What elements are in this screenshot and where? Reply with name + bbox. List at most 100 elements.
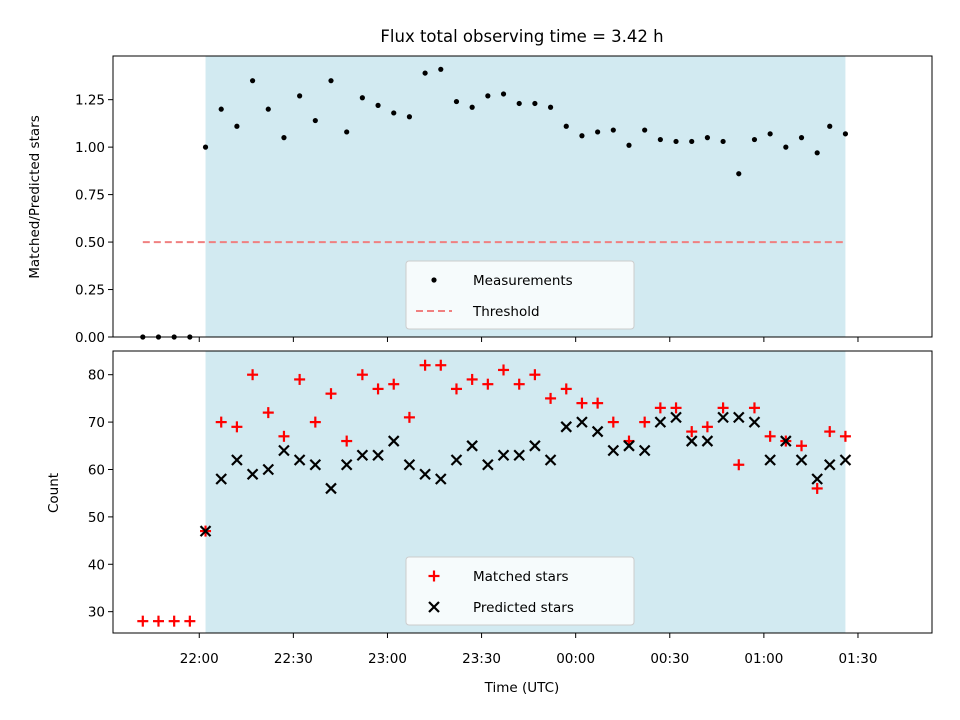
matched-star-point — [450, 383, 462, 395]
predicted-star-point — [435, 473, 447, 485]
measurement-point — [563, 123, 569, 129]
measurement-point — [783, 144, 789, 150]
measurement-point — [265, 106, 271, 112]
x-tick-label: 00:00 — [556, 651, 595, 667]
measurement-point — [579, 133, 585, 139]
x-tick-label: 22:30 — [274, 651, 313, 667]
measurement-point — [202, 144, 209, 150]
matched-star-point — [152, 615, 164, 627]
x-tick-label: 22:00 — [180, 651, 219, 667]
measurement-point — [375, 102, 381, 108]
matched-star-point — [215, 416, 227, 428]
y-tick-label: 70 — [88, 415, 105, 431]
legend-label: Predicted stars — [473, 600, 574, 616]
x-tick-label: 00:30 — [650, 651, 689, 667]
legend-box — [405, 556, 635, 626]
measurement-point — [704, 135, 711, 141]
predicted-star-point — [356, 449, 369, 462]
measurement-point — [469, 104, 475, 110]
y-tick-label: 1.00 — [75, 140, 105, 156]
measurement-point — [297, 93, 303, 99]
matched-star-point — [419, 359, 431, 371]
matched-star-point — [137, 615, 149, 627]
predicted-star-point — [654, 416, 667, 428]
y-tick-label: 80 — [88, 368, 105, 384]
x-tick-label: 01:30 — [839, 651, 878, 667]
predicted-star-point — [591, 425, 604, 438]
predicted-star-point — [544, 454, 557, 466]
measurement-point — [218, 106, 224, 112]
plot-frame — [112, 55, 933, 338]
predicted-star-point — [466, 440, 478, 452]
predicted-star-point — [685, 435, 698, 447]
predicted-star-point — [748, 416, 761, 428]
predicted-star-point — [325, 482, 337, 495]
predicted-star-point — [638, 444, 651, 457]
predicted-star-point — [372, 449, 384, 462]
measurement-point — [516, 100, 522, 107]
measurement-point — [842, 131, 849, 137]
measurement-point — [422, 70, 428, 76]
matched-star-point — [325, 388, 337, 400]
y-tick-label: 1.25 — [75, 93, 105, 109]
legend-label: Threshold — [472, 304, 540, 320]
x-axis-label: Time (UTC) — [484, 680, 560, 696]
y-tick-label: 0.75 — [75, 188, 105, 204]
measurement-point — [767, 131, 773, 137]
predicted-star-point — [560, 421, 573, 433]
measurement-point — [736, 171, 742, 177]
predicted-star-point — [231, 454, 243, 466]
legend-measurement-swatch — [431, 277, 437, 283]
measurement-point — [359, 95, 365, 101]
measurement-point — [532, 100, 538, 107]
top-panel: 0.00 0.25 0.50 0.75 1.00 1.25 Measurements Thre… — [75, 55, 933, 346]
matched-star-point — [231, 421, 243, 433]
matched-star-point — [262, 407, 274, 419]
predicted-star-point — [576, 416, 588, 428]
matched-star-point — [654, 402, 666, 414]
measurement-point — [485, 93, 491, 99]
matched-star-point — [184, 615, 196, 627]
measurement-point — [453, 98, 460, 105]
top-y-axis-label: Matched/Predicted stars — [27, 115, 43, 278]
predicted-star-point — [450, 454, 463, 466]
predicted-star-point — [764, 454, 776, 466]
chart-title: Flux total observing time = 3.42 h — [380, 27, 663, 46]
measurement-point — [720, 138, 726, 145]
measurement-point — [642, 127, 648, 133]
predicted-star-point — [482, 458, 494, 471]
matched-star-point — [796, 440, 808, 452]
predicted-star-point — [293, 454, 306, 466]
matched-star-point — [466, 373, 478, 385]
y-tick-label: 30 — [88, 605, 105, 621]
y-tick-label: 40 — [88, 557, 105, 573]
legend-predicted-swatch — [428, 601, 440, 613]
predicted-star-point — [717, 411, 729, 424]
predicted-star-point — [246, 468, 259, 481]
predicted-star-point — [497, 449, 510, 462]
x-tick-label: 01:00 — [744, 651, 783, 667]
predicted-star-point — [278, 444, 290, 457]
measurement-point — [657, 136, 663, 143]
x-tick-label: 23:00 — [368, 651, 407, 667]
measurement-point — [673, 138, 679, 145]
matched-star-point — [811, 482, 823, 494]
predicted-star-point — [607, 444, 620, 457]
legend-matched-swatch — [428, 570, 440, 582]
predicted-star-point — [732, 411, 745, 424]
legend: Measurements Threshold — [405, 260, 635, 330]
measurement-point — [500, 91, 507, 97]
measurement-point — [312, 117, 318, 124]
matched-star-point — [529, 369, 541, 381]
matched-star-point — [482, 378, 494, 390]
y-tick-label: 0.25 — [75, 283, 105, 299]
matched-star-point — [435, 359, 447, 371]
measurement-point — [798, 135, 805, 141]
matched-star-point — [701, 421, 713, 433]
matched-star-point — [748, 402, 760, 414]
predicted-star-point — [215, 473, 227, 485]
matched-star-point — [733, 459, 745, 471]
matched-star-point — [764, 430, 776, 442]
matched-star-point — [670, 402, 682, 414]
y-tick-label: 0.00 — [75, 330, 105, 346]
